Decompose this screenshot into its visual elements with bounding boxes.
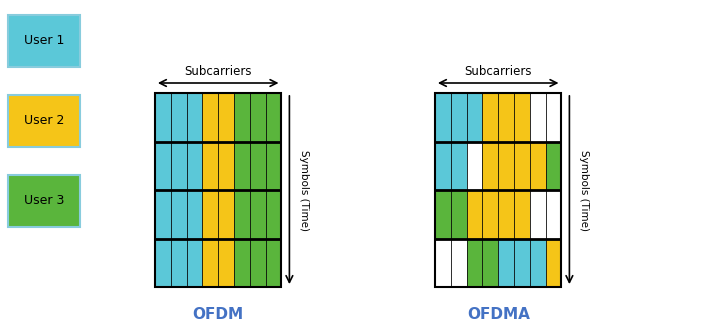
Bar	[451, 239, 467, 287]
Bar	[218, 141, 234, 190]
Bar	[467, 93, 483, 141]
Bar	[187, 141, 203, 190]
Bar	[467, 190, 483, 239]
Bar	[187, 239, 203, 287]
Bar	[483, 239, 498, 287]
Bar	[435, 190, 451, 239]
Text: OFDMA: OFDMA	[467, 307, 530, 322]
Bar	[467, 239, 483, 287]
Bar	[435, 141, 451, 190]
Bar	[8, 95, 80, 147]
Bar	[546, 239, 561, 287]
Bar	[498, 141, 514, 190]
Bar	[203, 93, 218, 141]
Bar	[514, 141, 530, 190]
Bar	[498, 190, 514, 239]
Text: Subcarriers: Subcarriers	[465, 65, 532, 78]
Bar	[498, 93, 514, 141]
Text: OFDM: OFDM	[193, 307, 243, 322]
Bar	[483, 190, 498, 239]
Bar	[171, 190, 187, 239]
Bar	[187, 190, 203, 239]
Bar	[266, 93, 281, 141]
Bar	[171, 141, 187, 190]
Text: User 2: User 2	[24, 114, 64, 128]
Bar	[530, 190, 546, 239]
Bar	[171, 93, 187, 141]
Bar	[218, 93, 234, 141]
Bar	[514, 190, 530, 239]
Bar	[451, 93, 467, 141]
Bar	[250, 239, 266, 287]
Bar	[155, 141, 171, 190]
Bar	[203, 239, 218, 287]
Bar	[155, 93, 281, 287]
Bar	[530, 93, 546, 141]
Bar	[155, 239, 171, 287]
Bar	[514, 93, 530, 141]
Bar	[451, 141, 467, 190]
Bar	[435, 93, 561, 287]
Bar	[530, 141, 546, 190]
Bar	[8, 175, 80, 227]
Bar	[266, 190, 281, 239]
Bar	[266, 239, 281, 287]
Bar	[234, 239, 250, 287]
Bar	[218, 239, 234, 287]
Text: Symbols (Time): Symbols (Time)	[299, 149, 309, 231]
Bar	[155, 190, 171, 239]
Text: Subcarriers: Subcarriers	[185, 65, 252, 78]
Bar	[250, 93, 266, 141]
Bar	[234, 190, 250, 239]
Bar	[514, 239, 530, 287]
Text: Symbols (Time): Symbols (Time)	[579, 149, 589, 231]
Bar	[250, 141, 266, 190]
Bar	[530, 239, 546, 287]
Bar	[546, 93, 561, 141]
Bar	[546, 141, 561, 190]
Bar	[171, 239, 187, 287]
Bar	[234, 141, 250, 190]
Bar	[203, 190, 218, 239]
Text: User 1: User 1	[24, 35, 64, 47]
Bar	[467, 141, 483, 190]
Bar	[483, 93, 498, 141]
Bar	[234, 93, 250, 141]
Bar	[451, 190, 467, 239]
Bar	[218, 190, 234, 239]
Bar	[483, 141, 498, 190]
Bar	[187, 93, 203, 141]
Bar	[435, 93, 451, 141]
Bar	[546, 190, 561, 239]
Bar	[266, 141, 281, 190]
Bar	[203, 141, 218, 190]
Bar	[250, 190, 266, 239]
Bar	[155, 93, 171, 141]
Text: User 3: User 3	[24, 194, 64, 208]
Bar	[498, 239, 514, 287]
Bar	[8, 15, 80, 67]
Bar	[435, 239, 451, 287]
